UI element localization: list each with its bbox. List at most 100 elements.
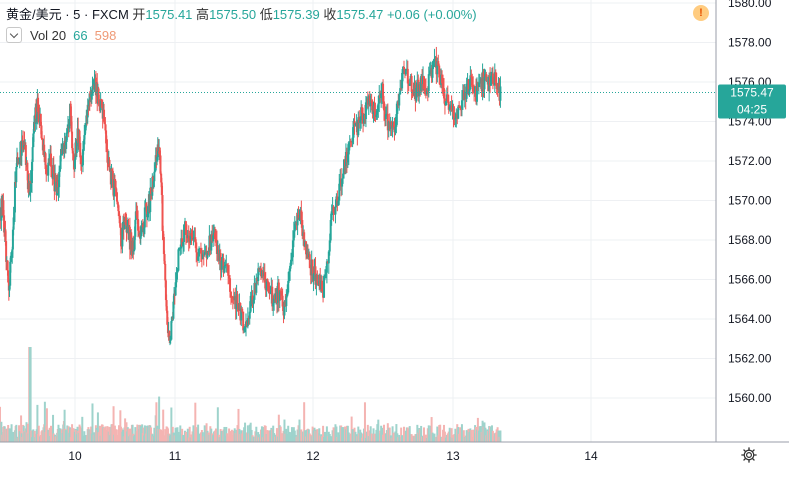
volume-bar [52, 414, 55, 442]
candle-body [478, 82, 481, 84]
candle-body [316, 274, 319, 284]
volume-bar [318, 428, 321, 442]
candle-body [33, 121, 35, 134]
gear-icon[interactable] [740, 446, 758, 464]
candle-body [450, 105, 453, 111]
candle-body [44, 153, 47, 170]
candle-body [267, 281, 270, 286]
candle-body [133, 236, 136, 250]
volume-bar [323, 431, 326, 442]
candle-body [12, 217, 15, 230]
volume-bar [106, 426, 109, 442]
candle-body [68, 119, 71, 129]
volume-bar [43, 401, 46, 442]
candle-body [170, 321, 173, 340]
candle-body [179, 248, 182, 250]
candle-body [460, 100, 463, 109]
candle-body [81, 165, 84, 167]
candle-body [5, 241, 8, 262]
volume-bar [103, 427, 106, 442]
candle-body [227, 265, 230, 276]
candle-body [330, 211, 333, 220]
candle-body [390, 122, 393, 128]
candle-body [37, 97, 40, 113]
candle-body [173, 293, 176, 302]
price-scale-background[interactable] [716, 0, 789, 442]
candle-body [252, 299, 255, 305]
candle-body [446, 94, 449, 102]
candle-body [278, 291, 281, 301]
candle-body [398, 94, 401, 106]
candle-body [291, 240, 294, 258]
candle-body [475, 83, 478, 102]
candle-body [61, 143, 64, 154]
symbol-title[interactable]: 黄金/美元 · 5 · FXCM [6, 7, 129, 22]
candle-body [452, 110, 455, 117]
candle-body [241, 308, 244, 312]
candle-body [300, 210, 303, 221]
volume-value-1: 66 [73, 27, 88, 43]
candle-body [228, 275, 231, 279]
volume-bar [96, 412, 99, 442]
candle-body [152, 181, 155, 187]
candle-body [378, 94, 381, 104]
y-tick-label: 1560.00 [728, 391, 772, 405]
volume-legend: Vol 20 66 598 [6, 27, 116, 43]
volume-bar [122, 429, 125, 442]
volume-bar [184, 431, 187, 442]
candle-body [162, 236, 165, 255]
candle-body [7, 270, 10, 283]
candle-body [115, 192, 118, 202]
candle-body [90, 93, 93, 100]
volume-bar [162, 409, 165, 442]
candle-body [263, 272, 266, 283]
volume-bar [63, 409, 66, 442]
volume-bar [124, 418, 127, 442]
candle-body [359, 120, 362, 123]
volume-bar [422, 427, 425, 442]
candle-body [265, 279, 268, 291]
y-tick-label: 1564.00 [728, 312, 772, 326]
volume-bars [0, 347, 502, 442]
candle-body [289, 265, 292, 272]
candle-body [312, 273, 315, 281]
volume-label[interactable]: Vol 20 [30, 27, 67, 43]
candle-body [195, 242, 198, 253]
candle-body [43, 144, 46, 157]
candle-body [323, 274, 326, 277]
time-scale-background[interactable] [0, 442, 716, 472]
volume-bar [427, 425, 430, 442]
candle-body [13, 212, 16, 218]
candle-body [72, 153, 75, 161]
candle-body [207, 251, 210, 253]
candle-body [50, 153, 52, 167]
candle-body [394, 126, 397, 133]
candle-body [400, 88, 403, 90]
candle-body [177, 249, 180, 271]
chevron-down-icon[interactable] [6, 27, 22, 43]
candle-body [13, 181, 16, 213]
candle-body [106, 149, 109, 163]
candle-body [84, 125, 87, 131]
y-tick-label: 1570.00 [728, 194, 772, 208]
candle-body [203, 252, 206, 255]
volume-bar [108, 426, 111, 442]
candle-body [442, 83, 445, 89]
candle-body [15, 167, 18, 183]
candle-body [442, 88, 445, 99]
candle-body [328, 240, 331, 252]
exclamation-circle-icon[interactable]: ! [693, 5, 709, 21]
candle-body [441, 74, 444, 84]
volume-bar [366, 424, 369, 442]
candle-body [324, 272, 327, 275]
candle-body [377, 103, 380, 111]
candle-body [103, 121, 106, 125]
candle-body [357, 117, 360, 136]
candle-body [269, 292, 272, 294]
candle-body [103, 109, 106, 122]
volume-bar [26, 423, 29, 442]
candle-body [483, 77, 486, 90]
candle-body [415, 87, 418, 101]
